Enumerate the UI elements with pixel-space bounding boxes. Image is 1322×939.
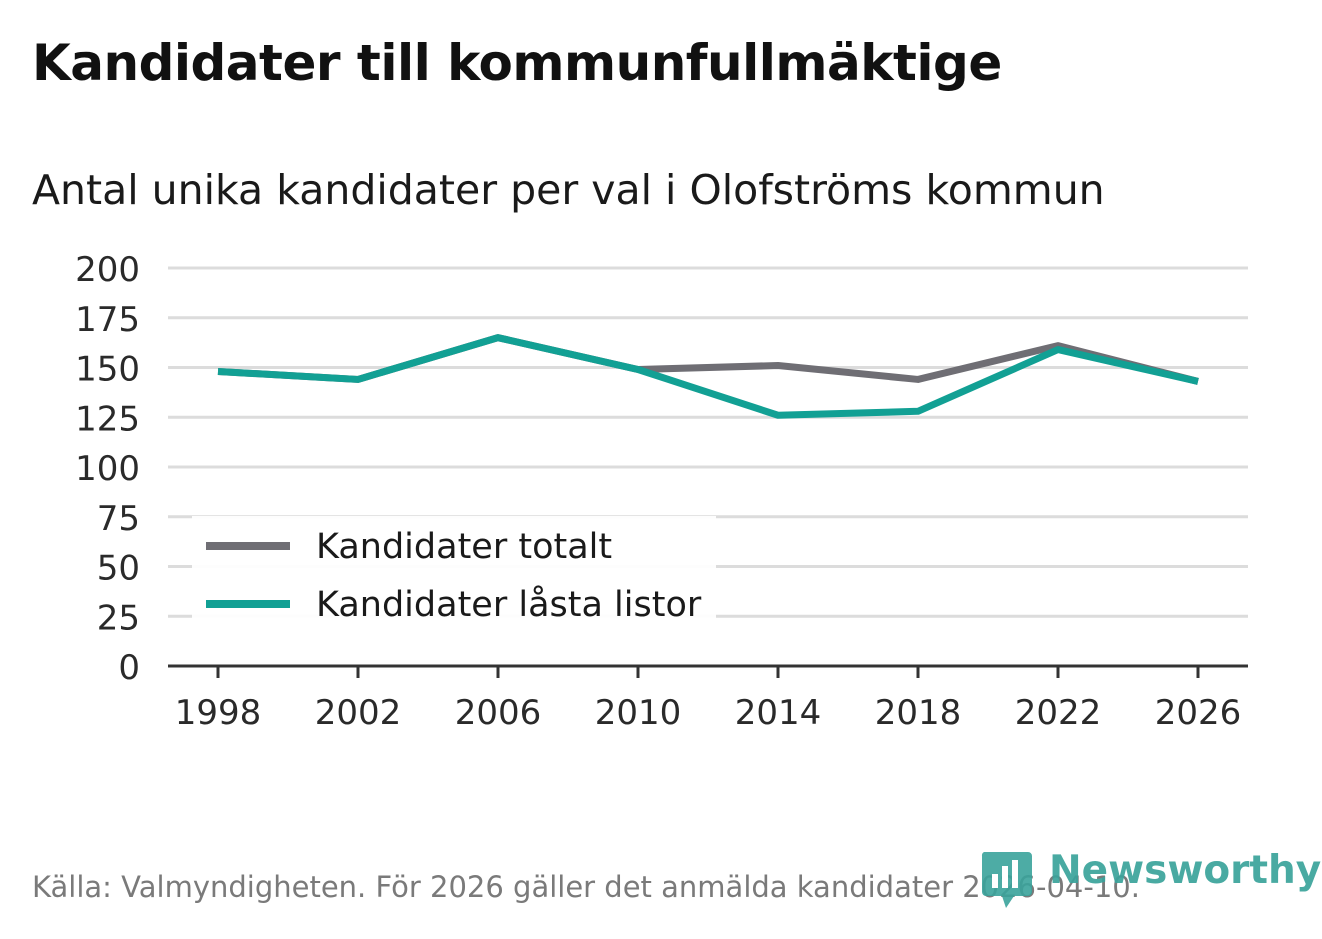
y-tick-label: 0 [118,648,140,688]
newsworthy-logo-icon [981,852,1032,908]
legend-background [192,516,716,630]
legend-label: Kandidater låsta listor [316,584,702,625]
series-line-kandidater-lasta-listor [217,334,1199,419]
x-tick-label: 2026 [1155,693,1242,733]
brand-wordmark: Newsworthy [1049,848,1322,893]
x-tick-label: 2002 [315,693,402,733]
y-tick-label: 200 [75,250,140,290]
legend-label: Kandidater totalt [316,527,612,567]
y-tick-label: 75 [97,499,140,539]
x-tick-label: 2018 [875,693,962,733]
x-tick-label: 2014 [735,693,822,733]
chart-subtitle: Antal unika kandidater per val i Olofstr… [32,166,1105,214]
y-tick-label: 175 [75,300,140,340]
y-tick-label: 50 [97,549,140,589]
chart-title: Kandidater till kommunfullmäktige [32,34,1002,92]
y-tick-label: 25 [97,598,140,638]
x-tick-label: 1998 [175,693,262,733]
x-tick-label: 2010 [595,693,682,733]
source-note: Källa: Valmyndigheten. För 2026 gäller d… [32,870,1140,904]
y-tick-label: 125 [75,399,140,439]
newsworthy-logo: Newsworthy [980,848,1321,910]
line-chart: 0 25 50 75 100 125 150 175 200 1998 2002 2006 2010 2… [75,250,1248,733]
y-tick-label: 100 [75,449,140,489]
series-lines [217,334,1199,419]
y-tick-label: 150 [75,350,140,390]
x-tick-label: 2006 [455,693,542,733]
x-tick-label: 2022 [1015,693,1102,733]
y-axis-tick-labels: 0 25 50 75 100 125 150 175 200 [75,250,140,688]
legend: Kandidater totalt Kandidater låsta listor [192,516,716,630]
x-axis: 1998 2002 2006 2010 2014 2018 2022 2026 [168,664,1248,733]
